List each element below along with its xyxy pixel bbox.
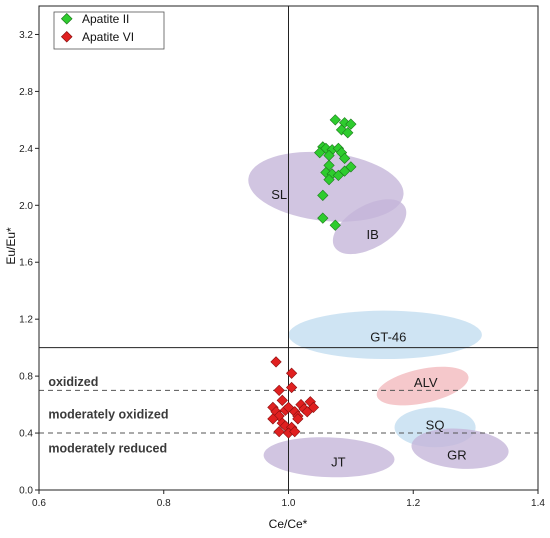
region-alv: [376, 366, 469, 406]
point-apatite-ii-3: [345, 118, 357, 130]
point-apatite-ii-20: [323, 174, 335, 186]
zone-label-oxidized: oxidized: [48, 375, 98, 389]
data-points: [267, 114, 357, 439]
point-apatite-vi-25: [289, 426, 301, 438]
region-gt-46: [288, 310, 482, 360]
y-tick-label: 2.8: [19, 87, 33, 98]
point-apatite-vi-4: [285, 381, 298, 394]
y-tick-label: 2.0: [19, 201, 33, 212]
y-axis-label: Eu/Eu*: [4, 227, 18, 265]
region-gr: [411, 428, 509, 469]
regions-layer: [248, 151, 509, 478]
y-tick-label: 0.8: [19, 372, 33, 383]
region-sl: [248, 151, 404, 222]
point-apatite-vi-9: [267, 413, 279, 425]
y-tick-label: 1.2: [19, 315, 33, 326]
x-tick-label: 1.2: [406, 498, 420, 509]
region-jt: [263, 437, 395, 478]
point-apatite-ii-19: [339, 165, 351, 177]
region-label-alv: ALV: [414, 375, 438, 390]
region-ib: [332, 199, 407, 255]
region-label-jt: JT: [331, 455, 346, 470]
region-label-gt-46: GT-46: [370, 329, 406, 344]
legend: Apatite II Apatite VI: [53, 11, 165, 50]
y-tick-label: 0.0: [19, 486, 33, 497]
zone-label-moderately-reduced: moderately reduced: [48, 442, 167, 456]
point-apatite-ii-23: [329, 219, 341, 231]
y-tick-label: 0.4: [19, 429, 33, 440]
point-apatite-vi-1: [270, 356, 282, 368]
legend-marker-apatite-ii: [60, 12, 73, 25]
point-apatite-ii-1: [329, 114, 341, 126]
point-apatite-ii-22: [317, 212, 329, 224]
point-apatite-vi-24: [273, 426, 285, 438]
point-apatite-vi-5: [276, 394, 288, 406]
legend-label-apatite-ii: Apatite II: [82, 12, 129, 26]
point-apatite-vi-2: [285, 367, 298, 379]
point-apatite-ii-13: [339, 152, 351, 164]
x-tick-label: 1.0: [282, 498, 296, 509]
region-label-gr: GR: [447, 447, 467, 462]
y-tick-label: 1.6: [19, 258, 33, 269]
legend-label-apatite-vi: Apatite VI: [82, 30, 134, 44]
region-label-sl: SL: [271, 187, 287, 202]
x-tick-label: 0.6: [32, 498, 46, 509]
zone-label-moderately-oxidized: moderately oxidized: [48, 408, 168, 422]
y-tick-label: 2.4: [19, 144, 33, 155]
legend-marker-apatite-vi: [60, 30, 73, 43]
point-apatite-vi-3: [273, 384, 285, 396]
axis-ticks: 0.6 0.8 1.0 1.2 1.4 0.0 0.4 0.8 1.2 1.6 2.0 2.4 2.8 3…: [19, 30, 545, 509]
y-tick-label: 3.2: [19, 30, 33, 41]
point-apatite-ii-21: [317, 189, 329, 201]
point-apatite-vi-19: [301, 406, 313, 418]
x-tick-label: 0.8: [157, 498, 171, 509]
region-label-ib: IB: [367, 227, 379, 242]
legend-box: [53, 11, 165, 50]
point-apatite-ii-15: [345, 161, 357, 173]
x-tick-label: 1.4: [531, 498, 545, 509]
x-axis-label: Ce/Ce*: [269, 517, 308, 531]
point-apatite-ii-5: [342, 127, 354, 139]
region-label-sq: SQ: [426, 418, 445, 433]
point-apatite-ii-11: [314, 146, 326, 159]
point-apatite-vi-20: [292, 413, 304, 425]
